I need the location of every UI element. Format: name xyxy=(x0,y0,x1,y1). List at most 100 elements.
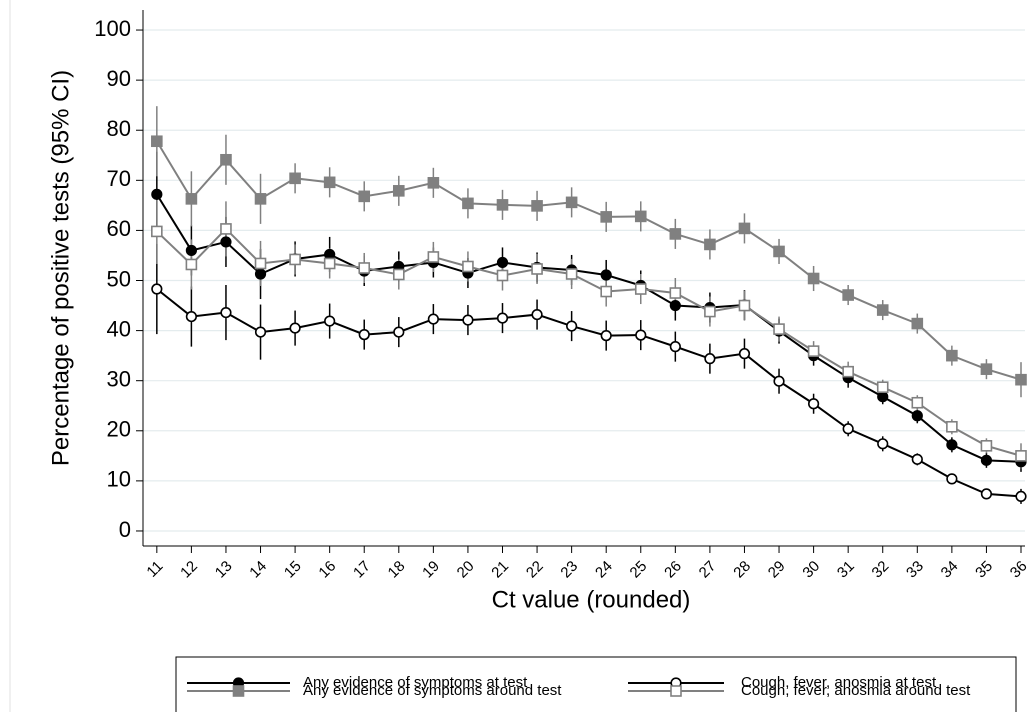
data-point xyxy=(773,375,785,387)
data-point xyxy=(427,313,439,325)
data-point xyxy=(1015,490,1027,503)
data-point xyxy=(1015,450,1027,462)
data-point xyxy=(669,299,681,312)
y-tick-label: 30 xyxy=(107,367,131,392)
data-point xyxy=(462,260,474,273)
data-point xyxy=(807,345,820,357)
legend-label: Cough, fever, anosmia at test xyxy=(741,674,937,691)
data-point xyxy=(980,488,993,500)
data-point xyxy=(496,256,509,269)
data-point xyxy=(392,268,405,281)
data-point xyxy=(323,176,336,189)
data-point xyxy=(669,228,682,240)
y-tick-label: 90 xyxy=(107,66,131,91)
data-point xyxy=(980,454,993,466)
y-tick-label: 20 xyxy=(107,417,131,442)
data-point xyxy=(738,299,751,312)
data-point xyxy=(876,304,889,316)
data-point xyxy=(254,193,267,205)
legend-marker xyxy=(670,685,682,697)
data-point xyxy=(565,268,578,280)
data-point xyxy=(773,245,785,258)
y-tick-label: 10 xyxy=(107,467,131,492)
data-point xyxy=(911,396,924,409)
data-point xyxy=(842,289,854,301)
data-point xyxy=(427,177,440,189)
legend-label: Any evidence of symptoms around test xyxy=(303,682,562,699)
y-tick-label: 60 xyxy=(107,216,131,241)
data-point xyxy=(600,330,612,342)
x-tick-label: 36 xyxy=(1007,558,1029,582)
data-point xyxy=(151,225,163,238)
x-axis-title: Ct value (rounded) xyxy=(492,586,691,613)
y-axis-title: Percentage of positive tests (95% CI) xyxy=(47,70,74,466)
data-point xyxy=(289,322,301,334)
data-point xyxy=(911,453,923,465)
data-point xyxy=(185,310,197,323)
data-point xyxy=(876,381,889,394)
series-line xyxy=(156,288,1022,498)
data-point xyxy=(427,251,440,263)
data-point xyxy=(669,341,681,353)
data-point xyxy=(496,199,509,211)
data-point xyxy=(566,320,578,332)
data-point xyxy=(462,197,474,210)
data-point xyxy=(496,312,509,324)
data-point xyxy=(738,222,751,235)
data-point xyxy=(634,210,647,223)
data-point xyxy=(980,363,993,375)
data-point xyxy=(358,262,371,274)
data-point xyxy=(911,410,923,422)
data-point xyxy=(254,257,267,270)
data-point xyxy=(254,326,267,338)
data-point xyxy=(254,268,267,280)
legend-marker xyxy=(232,685,245,697)
data-point xyxy=(151,135,163,148)
data-point xyxy=(807,272,820,285)
data-point xyxy=(807,398,820,410)
data-point xyxy=(289,253,301,266)
legend-box xyxy=(175,656,1017,712)
data-point xyxy=(324,315,336,327)
data-point xyxy=(980,440,993,452)
data-point xyxy=(531,308,543,321)
data-point xyxy=(600,269,612,281)
data-point xyxy=(946,420,958,433)
data-point xyxy=(946,473,958,485)
data-point xyxy=(220,236,232,248)
data-point xyxy=(358,190,371,203)
data-point xyxy=(393,326,405,338)
data-point xyxy=(634,283,647,295)
y-tick-label: 80 xyxy=(107,116,131,141)
data-point xyxy=(704,305,716,318)
legend-label: Any evidence of symptoms at test xyxy=(303,674,528,691)
data-point xyxy=(289,172,301,185)
y-tick-label: 0 xyxy=(119,517,131,542)
data-point xyxy=(600,285,612,298)
data-point xyxy=(600,211,612,223)
y-tick-label: 40 xyxy=(107,316,131,341)
data-point xyxy=(842,365,854,378)
data-point xyxy=(704,353,716,365)
data-point xyxy=(220,223,232,235)
data-point xyxy=(462,314,474,326)
data-point xyxy=(151,188,163,200)
data-point xyxy=(635,329,647,341)
data-point xyxy=(773,323,785,335)
data-point xyxy=(185,258,198,271)
legend-label: Cough, fever, anosmia around test xyxy=(741,682,971,699)
data-point xyxy=(496,269,509,282)
data-point xyxy=(151,283,163,295)
data-point xyxy=(531,200,543,212)
y-tick-label: 100 xyxy=(94,16,131,41)
data-point xyxy=(669,287,682,299)
data-point xyxy=(911,317,924,330)
data-point xyxy=(565,196,578,209)
data-point xyxy=(877,391,889,403)
data-point xyxy=(704,238,716,251)
data-point xyxy=(185,193,198,205)
data-point xyxy=(946,349,958,362)
